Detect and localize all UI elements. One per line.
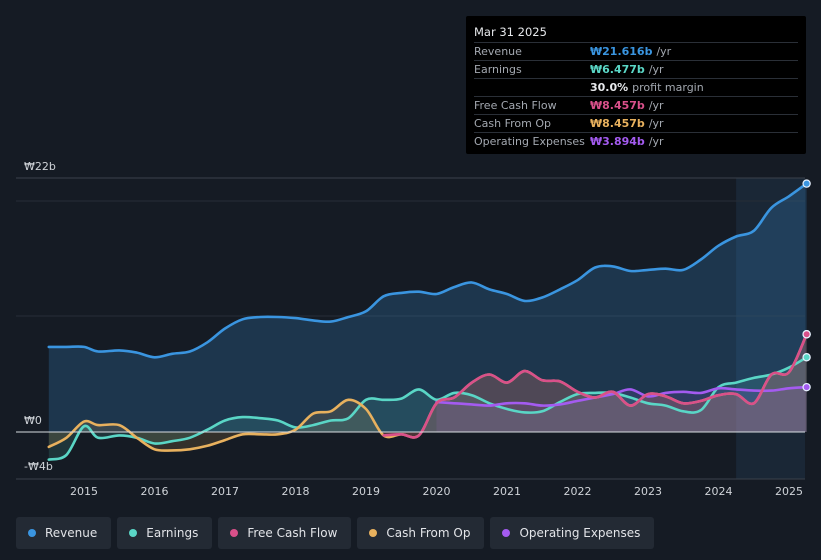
endpoint-free-cash-flow xyxy=(802,330,811,339)
x-tick-label: 2022 xyxy=(564,485,592,498)
area-revenue xyxy=(48,183,807,432)
area-earnings xyxy=(48,357,807,460)
y-tick-label: ₩22b xyxy=(24,160,56,173)
y-tick-label: -₩4b xyxy=(24,460,53,473)
x-tick-label: 2024 xyxy=(705,485,733,498)
legend-free-cash-flow[interactable]: Free Cash Flow xyxy=(218,517,352,549)
tooltip-row-fcf: Free Cash Flow ₩8.457b /yr xyxy=(474,97,798,115)
endpoint-revenue xyxy=(802,179,811,188)
legend-label: Earnings xyxy=(146,526,199,540)
tooltip-label: Cash From Op xyxy=(474,117,552,130)
tooltip-unit: /yr xyxy=(648,63,664,76)
legend-earnings[interactable]: Earnings xyxy=(117,517,213,549)
tooltip-panel: Mar 31 2025 Revenue ₩21.616b /yr Earning… xyxy=(466,16,806,154)
free-cash-flow-dot-icon xyxy=(230,529,239,537)
forecast-region xyxy=(736,178,805,479)
legend-revenue[interactable]: Revenue xyxy=(16,517,112,549)
endpoint-earnings xyxy=(802,353,811,362)
tooltip-value: ₩8.457b xyxy=(590,99,645,112)
x-tick-label: 2018 xyxy=(282,485,310,498)
x-tick-label: 2017 xyxy=(211,485,239,498)
x-tick-label: 2020 xyxy=(423,485,451,498)
tooltip-unit: /yr xyxy=(648,135,664,148)
tooltip-unit: /yr xyxy=(648,117,664,130)
x-tick-label: 2021 xyxy=(493,485,521,498)
tooltip-label: Operating Expenses xyxy=(474,135,585,148)
tooltip-row-revenue: Revenue ₩21.616b /yr xyxy=(474,43,798,61)
tooltip-row-margin: 30.0% profit margin xyxy=(474,79,798,97)
earnings-dot-icon xyxy=(129,529,138,537)
tooltip-value: ₩6.477b xyxy=(590,63,645,76)
tooltip-label: Free Cash Flow xyxy=(474,99,557,112)
line-operating-expenses xyxy=(435,385,808,407)
x-tick-label: 2023 xyxy=(634,485,662,498)
tooltip-value: ₩8.457b xyxy=(590,117,645,130)
legend-label: Free Cash Flow xyxy=(247,526,338,540)
tooltip-unit: /yr xyxy=(648,99,664,112)
operating-expenses-dot-icon xyxy=(502,529,511,537)
x-tick-label: 2019 xyxy=(352,485,380,498)
legend: Revenue Earnings Free Cash Flow Cash Fro… xyxy=(16,517,655,549)
line-free-cash-flow xyxy=(382,333,808,439)
legend-label: Operating Expenses xyxy=(519,526,641,540)
legend-operating-expenses[interactable]: Operating Expenses xyxy=(490,517,655,549)
legend-cash-from-op[interactable]: Cash From Op xyxy=(357,517,485,549)
tooltip-value: ₩21.616b xyxy=(590,45,653,58)
x-tick-label: 2025 xyxy=(775,485,803,498)
tooltip-margin-text: profit margin xyxy=(632,81,704,94)
area-cash-from-op xyxy=(48,334,807,451)
y-tick-label: ₩0 xyxy=(24,414,42,427)
revenue-dot-icon xyxy=(28,529,36,537)
line-revenue xyxy=(47,182,808,359)
chart-canvas: ₩22b ₩0 -₩4b 2015 2016 2017 2018 2019 2020 2021 20… xyxy=(16,160,811,498)
tooltip-unit: /yr xyxy=(656,45,672,58)
tooltip-row-opex: Operating Expenses ₩3.894b /yr xyxy=(474,133,798,150)
tooltip-value: ₩3.894b xyxy=(590,135,645,148)
legend-label: Revenue xyxy=(45,526,98,540)
area-operating-expenses xyxy=(436,387,807,432)
tooltip-margin-value: 30.0% xyxy=(590,81,629,94)
legend-label: Cash From Op xyxy=(386,526,471,540)
endpoint-operating-expenses xyxy=(802,382,811,392)
tooltip-label: Revenue xyxy=(474,45,522,58)
tooltip-label: Earnings xyxy=(474,63,522,76)
x-tick-label: 2016 xyxy=(141,485,169,498)
line-earnings xyxy=(47,356,808,461)
x-tick-label: 2015 xyxy=(70,485,98,498)
tooltip-date: Mar 31 2025 xyxy=(474,24,798,43)
tooltip-row-cfo: Cash From Op ₩8.457b /yr xyxy=(474,115,798,133)
cash-from-op-dot-icon xyxy=(369,529,378,537)
tooltip-row-earnings: Earnings ₩6.477b /yr xyxy=(474,61,798,79)
